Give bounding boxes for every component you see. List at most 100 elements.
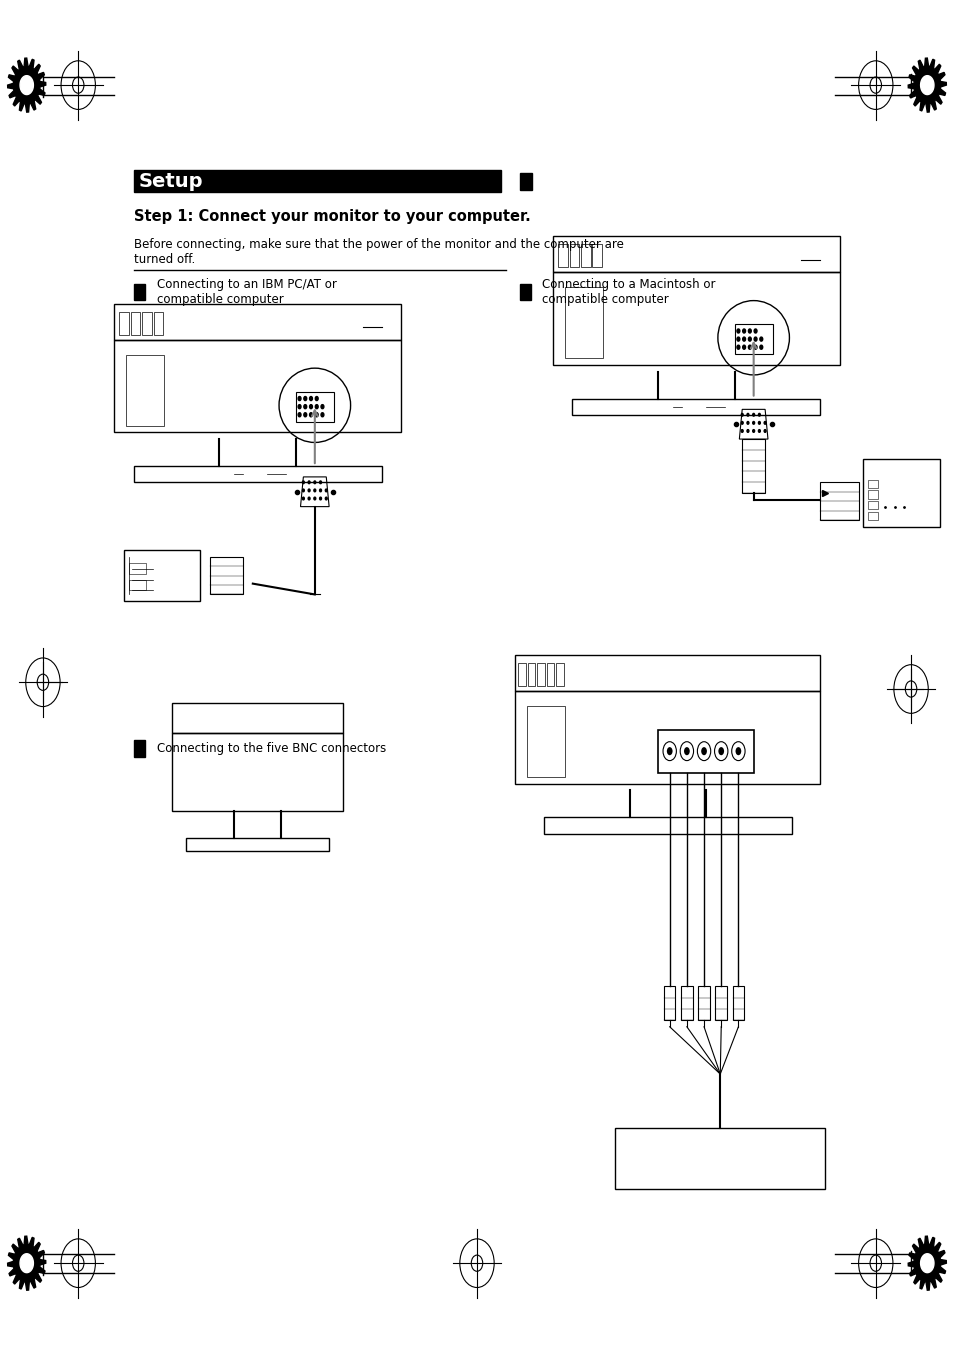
Bar (186, 838, 329, 851)
Circle shape (314, 405, 317, 408)
Bar (820, 482, 858, 520)
Circle shape (683, 747, 689, 755)
Circle shape (736, 345, 740, 350)
Circle shape (308, 497, 310, 500)
Circle shape (314, 397, 317, 401)
Circle shape (759, 345, 762, 350)
Bar (129, 563, 146, 574)
Bar (119, 312, 129, 335)
Text: Step 1: Connect your monitor to your computer.: Step 1: Connect your monitor to your com… (133, 209, 530, 224)
Circle shape (752, 413, 754, 416)
Circle shape (763, 430, 765, 432)
Bar (734, 324, 772, 354)
Polygon shape (920, 76, 933, 95)
Bar (133, 170, 500, 192)
Bar (172, 732, 343, 811)
Text: Connecting to the five BNC connectors: Connecting to the five BNC connectors (157, 742, 386, 755)
Bar (133, 740, 145, 757)
Bar (126, 355, 164, 426)
Circle shape (314, 413, 317, 416)
Circle shape (735, 747, 740, 755)
Circle shape (753, 336, 757, 342)
Circle shape (758, 422, 760, 424)
Bar (658, 730, 753, 773)
Circle shape (319, 497, 321, 500)
Circle shape (759, 336, 762, 342)
Circle shape (297, 405, 301, 408)
Bar (572, 399, 820, 415)
Text: Before connecting, make sure that the power of the monitor and the computer are
: Before connecting, make sure that the po… (133, 238, 622, 266)
Bar (558, 245, 567, 267)
Bar (519, 284, 531, 300)
Bar (862, 459, 939, 527)
Bar (546, 663, 554, 686)
Bar (543, 817, 791, 834)
Circle shape (753, 330, 757, 334)
Bar (133, 466, 381, 482)
Circle shape (303, 413, 306, 416)
Circle shape (320, 405, 324, 408)
Circle shape (297, 413, 301, 416)
Circle shape (303, 397, 306, 401)
Bar (867, 480, 877, 488)
Bar (680, 986, 692, 1020)
Bar (517, 663, 525, 686)
Bar (526, 707, 564, 777)
Circle shape (718, 747, 723, 755)
Bar (124, 550, 200, 601)
Polygon shape (920, 1254, 933, 1273)
Circle shape (752, 422, 754, 424)
Circle shape (758, 413, 760, 416)
Circle shape (302, 481, 304, 484)
Circle shape (746, 413, 748, 416)
Circle shape (752, 430, 754, 432)
Bar (553, 236, 839, 273)
Bar (515, 692, 820, 784)
Circle shape (319, 489, 321, 492)
Circle shape (747, 345, 751, 350)
Bar (867, 512, 877, 520)
Circle shape (753, 345, 757, 350)
Bar (741, 439, 764, 493)
Bar (663, 986, 675, 1020)
Circle shape (308, 481, 310, 484)
Bar (114, 304, 400, 340)
Circle shape (302, 489, 304, 492)
Polygon shape (20, 76, 33, 95)
Circle shape (303, 405, 306, 408)
Circle shape (758, 430, 760, 432)
Bar (129, 580, 146, 590)
Circle shape (740, 430, 742, 432)
Text: Connecting to a Macintosh or
compatible computer: Connecting to a Macintosh or compatible … (541, 278, 715, 305)
Bar (153, 312, 163, 335)
Circle shape (325, 497, 327, 500)
Bar (527, 663, 535, 686)
Circle shape (325, 489, 327, 492)
Polygon shape (20, 1254, 33, 1273)
Circle shape (746, 430, 748, 432)
Circle shape (319, 481, 321, 484)
Bar (564, 288, 602, 358)
Circle shape (700, 747, 706, 755)
Text: Setup: Setup (138, 172, 203, 190)
Bar (295, 392, 334, 422)
Circle shape (736, 330, 740, 334)
Bar (615, 1128, 824, 1189)
Bar (210, 557, 243, 594)
Circle shape (746, 422, 748, 424)
Circle shape (741, 330, 745, 334)
Circle shape (302, 497, 304, 500)
Circle shape (309, 413, 312, 416)
Bar (556, 663, 563, 686)
Bar (553, 273, 839, 365)
Bar (569, 245, 578, 267)
Polygon shape (8, 58, 46, 112)
Bar (131, 312, 140, 335)
Circle shape (314, 481, 315, 484)
Circle shape (740, 413, 742, 416)
Circle shape (309, 397, 312, 401)
Bar (715, 986, 726, 1020)
Circle shape (309, 405, 312, 408)
Polygon shape (907, 1236, 945, 1290)
Circle shape (740, 422, 742, 424)
